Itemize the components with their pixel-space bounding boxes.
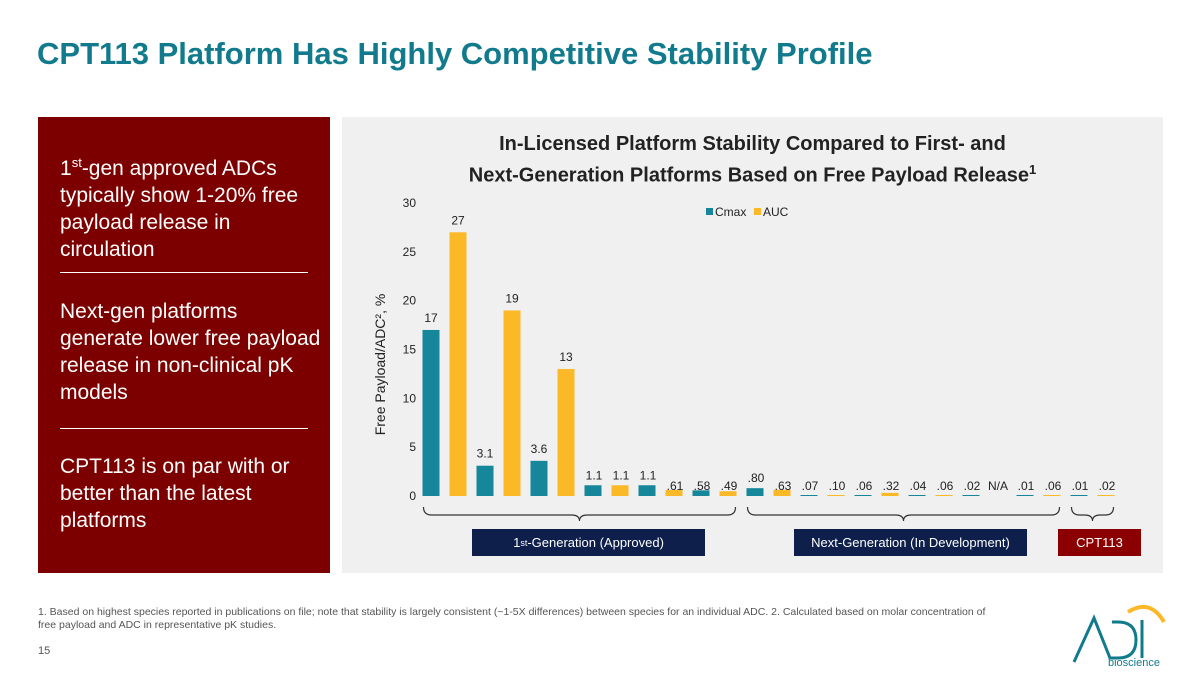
legend-swatch-auc bbox=[754, 208, 761, 215]
legend-label-cmax: Cmax bbox=[715, 205, 746, 219]
bar-auc bbox=[665, 490, 683, 496]
group-brace bbox=[1070, 506, 1115, 522]
data-label: 27 bbox=[451, 213, 465, 227]
data-label: .02 bbox=[1099, 479, 1116, 493]
data-label: .02 bbox=[964, 479, 981, 493]
group-label-next-gen: Next-Generation (In Development) bbox=[794, 529, 1027, 556]
data-label: .06 bbox=[1045, 479, 1062, 493]
bar-cmax bbox=[854, 495, 872, 496]
summary-point-cpt113: CPT113 is on par with or better than the… bbox=[60, 455, 290, 532]
data-label: .10 bbox=[829, 479, 846, 493]
data-label: .07 bbox=[802, 479, 819, 493]
data-label: .61 bbox=[667, 479, 684, 493]
bar-auc bbox=[935, 495, 953, 496]
bar-cmax bbox=[800, 495, 818, 496]
footnote: 1. Based on highest species reported in … bbox=[38, 606, 986, 631]
y-tick-label: 15 bbox=[403, 343, 417, 357]
data-label: 1.1 bbox=[613, 468, 630, 482]
bar-cmax bbox=[638, 485, 656, 496]
y-tick-label: 25 bbox=[403, 245, 417, 259]
bar-auc bbox=[719, 491, 737, 496]
y-tick-label: 5 bbox=[409, 440, 416, 454]
data-label: .06 bbox=[937, 479, 954, 493]
logo-arc-icon bbox=[1126, 604, 1166, 624]
data-label: .58 bbox=[694, 479, 711, 493]
data-label: 1.1 bbox=[640, 468, 657, 482]
bar-auc bbox=[611, 485, 629, 496]
data-label: .06 bbox=[856, 479, 873, 493]
bar-auc bbox=[449, 232, 467, 497]
company-logo: bioscience bbox=[1072, 604, 1166, 669]
data-label: 13 bbox=[559, 350, 573, 364]
bar-cmax bbox=[530, 460, 548, 496]
y-axis-label: Free Payload/ADC², % bbox=[372, 294, 388, 436]
data-label: .49 bbox=[721, 479, 738, 493]
bar-cmax bbox=[962, 495, 980, 496]
y-tick-label: 10 bbox=[403, 391, 417, 405]
group-brace bbox=[422, 506, 737, 522]
page-title: CPT113 Platform Has Highly Competitive S… bbox=[37, 36, 873, 71]
data-label: .80 bbox=[748, 471, 765, 485]
data-label: .04 bbox=[910, 479, 927, 493]
legend-swatch-cmax bbox=[706, 208, 713, 215]
logo-text: bioscience bbox=[1108, 657, 1160, 669]
bar-cmax bbox=[746, 488, 764, 496]
bar-auc bbox=[773, 489, 791, 496]
bar-auc bbox=[881, 492, 899, 496]
bar-cmax bbox=[584, 485, 602, 496]
data-label: 1.1 bbox=[586, 468, 603, 482]
bar-auc bbox=[557, 369, 575, 496]
chart-panel: In-Licensed Platform Stability Compared … bbox=[342, 117, 1163, 573]
legend-label-auc: AUC bbox=[763, 205, 789, 219]
bar-cmax bbox=[692, 490, 710, 496]
divider bbox=[60, 428, 308, 429]
bar-cmax bbox=[1016, 495, 1034, 496]
data-label: .01 bbox=[1018, 479, 1035, 493]
bar-auc bbox=[1043, 495, 1061, 496]
y-tick-label: 0 bbox=[409, 489, 416, 503]
group-label-cpt113: CPT113 bbox=[1058, 529, 1141, 556]
bar-cmax bbox=[476, 465, 494, 496]
data-label: .01 bbox=[1072, 479, 1089, 493]
bar-cmax bbox=[1070, 495, 1088, 496]
bar-chart: 0 5 10 15 20 25 30 Free Payload/ADC², % Cmax AUC 1… bbox=[372, 196, 1116, 522]
group-brace bbox=[746, 506, 1061, 522]
data-label: .32 bbox=[883, 479, 900, 493]
bar-auc bbox=[827, 495, 845, 496]
bar-auc bbox=[503, 310, 521, 496]
chart-title: In-Licensed Platform Stability Compared … bbox=[468, 133, 1037, 187]
summary-point-next-gen: Next-gen platforms generate lower free p… bbox=[60, 300, 321, 404]
data-label: 17 bbox=[424, 311, 438, 325]
data-label: .63 bbox=[775, 479, 792, 493]
page-number: 15 bbox=[38, 645, 51, 657]
data-label: N/A bbox=[988, 479, 1008, 493]
data-label: 19 bbox=[505, 291, 519, 305]
bar-auc bbox=[1097, 495, 1115, 496]
bar-cmax bbox=[908, 495, 926, 496]
logo-letters-icon bbox=[1072, 614, 1144, 663]
y-tick-label: 30 bbox=[403, 196, 417, 210]
summary-panel: 1st-gen approved ADCs typically show 1-2… bbox=[38, 117, 330, 573]
bar-cmax bbox=[422, 329, 440, 496]
data-label: 3.6 bbox=[531, 442, 548, 456]
divider bbox=[60, 272, 308, 273]
y-tick-label: 20 bbox=[403, 294, 417, 308]
data-label: 3.1 bbox=[477, 447, 494, 461]
summary-point-first-gen: 1st-gen approved ADCs typically show 1-2… bbox=[60, 155, 299, 261]
